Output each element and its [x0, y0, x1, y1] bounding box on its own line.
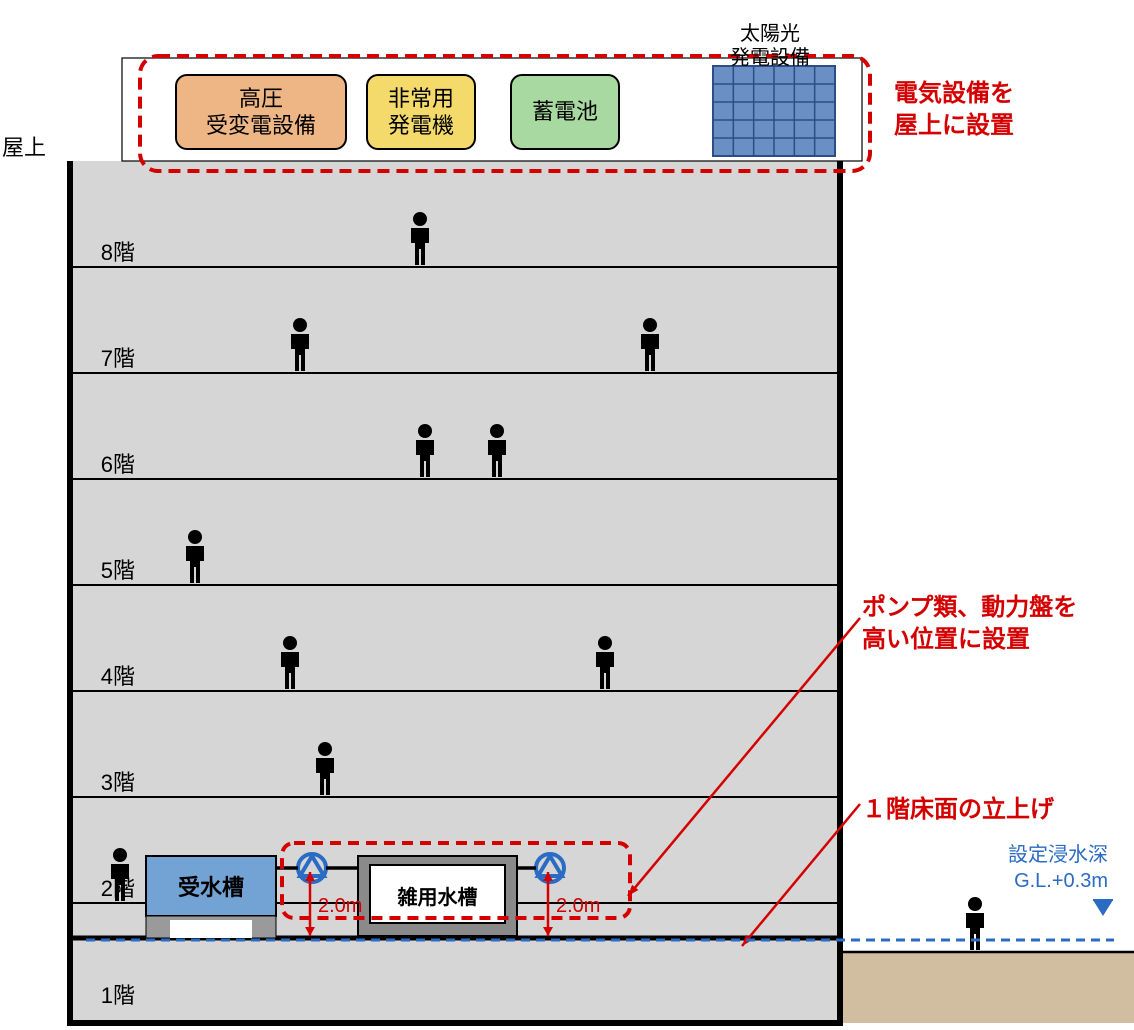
floor-label: 7階 [80, 341, 135, 373]
misc-water-tank-label: 雑用水槽 [370, 881, 505, 910]
floor-label: 6階 [80, 447, 135, 479]
floor-label: 8階 [80, 235, 135, 267]
equipment-battery: 蓄電池 [510, 74, 620, 150]
equipment-hv-substation: 高圧受変電設備 [175, 74, 347, 150]
solar-label: 太陽光発電設備 [730, 22, 810, 70]
floor-label: 3階 [80, 765, 135, 797]
rooftop-label: 屋上 [2, 130, 46, 162]
floor-label: 1階 [80, 978, 135, 1010]
water-level-marker [1093, 900, 1113, 916]
solar-panel [713, 66, 835, 156]
floor-label: 2階 [80, 871, 135, 903]
annot-rooftop: 電気設備を屋上に設置 [894, 78, 1014, 143]
water-level-label: 設定浸水深G.L.+0.3m [1008, 842, 1108, 894]
annot-pump: ポンプ類、動力盤を高い位置に設置 [862, 592, 1077, 657]
floor-label: 4階 [80, 659, 135, 691]
pump-height-label: 2.0m [318, 895, 362, 918]
person-icon [966, 897, 984, 950]
water-tank-label: 受水槽 [146, 870, 276, 902]
floor-label: 5階 [80, 553, 135, 585]
annot-floor: １階床面の立上げ [862, 794, 1054, 826]
pump-height-label: 2.0m [556, 895, 600, 918]
equipment-emerg-gen: 非常用発電機 [366, 74, 476, 150]
